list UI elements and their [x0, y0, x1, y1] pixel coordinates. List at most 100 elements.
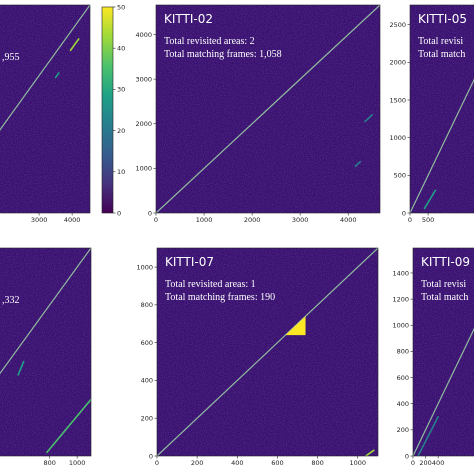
- revisit-mark-0: [364, 114, 374, 123]
- y-tick-label: 1000: [135, 165, 152, 173]
- heatmap-noise: [0, 248, 91, 456]
- x-tick-label: 3000: [292, 216, 309, 224]
- y-tick-label: 400: [397, 400, 409, 408]
- y-tick-label: 3000: [135, 75, 152, 83]
- self-match-diagonal: [410, 78, 474, 213]
- x-tick-label: 400: [432, 459, 444, 467]
- panel-title: KITTI-07: [165, 255, 214, 269]
- axes-frame: [409, 4, 474, 214]
- x-tick-label: 0: [408, 216, 412, 224]
- revisit-mark-1: [17, 360, 25, 376]
- x-tick-label: 1000: [196, 216, 213, 224]
- colorbar-tick-label: 30: [117, 86, 125, 94]
- x-tick-label: 0: [154, 216, 158, 224]
- y-tick-label: 200: [141, 415, 153, 423]
- x-tick-label: 500: [422, 216, 434, 224]
- panel-annotation-1: Total matching frames: 1,058: [164, 49, 282, 60]
- x-tick-label: 4000: [340, 216, 357, 224]
- revisit-mark-0: [46, 398, 91, 454]
- revisit-mark-0: [285, 316, 306, 336]
- colorbar-tick-label: 10: [117, 168, 125, 176]
- axes-frame: [0, 247, 92, 457]
- y-tick-label: 0: [149, 452, 153, 460]
- x-tick-label: 800: [44, 459, 56, 467]
- self-match-diagonal: [413, 327, 474, 456]
- x-tick-label: 200: [419, 459, 431, 467]
- panel-title: KITTI-05: [418, 12, 467, 26]
- panel-annotation-1: Total match: [418, 49, 465, 60]
- axes-frame: [412, 247, 474, 457]
- y-tick-label: 0: [148, 209, 152, 217]
- x-tick-label: 2000: [244, 216, 261, 224]
- panel-annotation-0: ,332: [2, 295, 20, 306]
- y-tick-label: 800: [141, 301, 153, 309]
- axes-frame: [0, 4, 91, 214]
- y-tick-label: 400: [141, 377, 153, 385]
- x-tick-label: 400: [231, 459, 243, 467]
- colorbar-gradient: [102, 7, 113, 213]
- y-tick-label: 1000: [389, 134, 406, 142]
- revisit-mark-1: [69, 38, 80, 52]
- self-match-diagonal: [157, 248, 378, 456]
- panel-title: KITTI-09: [421, 255, 470, 269]
- heatmap-noise: [410, 5, 474, 213]
- colorbar-tick-label: 50: [117, 3, 125, 11]
- heatmap-noise: [0, 5, 90, 213]
- y-tick-label: 600: [397, 374, 409, 382]
- y-tick-label: 600: [141, 339, 153, 347]
- revisit-mark-0: [423, 189, 437, 210]
- self-match-diagonal: [0, 5, 90, 131]
- y-tick-label: 0: [405, 452, 409, 460]
- x-tick-label: 0: [155, 459, 159, 467]
- colorbar-tick-label: 0: [117, 209, 121, 217]
- heatmap-panel-kitti-00: ,955 3000 4000: [0, 4, 91, 224]
- heatmap-panel-kitti-07: KITTI-07 Total revisited areas: 1 Total ma…: [136, 247, 379, 467]
- panel-annotation-1: Total match: [421, 292, 468, 303]
- axes-frame: [156, 247, 379, 457]
- revisit-mark-0: [54, 72, 60, 79]
- y-tick-label: 2000: [135, 120, 152, 128]
- y-tick-label: 2500: [389, 21, 406, 29]
- revisit-mark-1: [364, 449, 375, 456]
- panel-annotation-1: Total matching frames: 190: [165, 292, 275, 303]
- x-tick-label: 600: [271, 459, 283, 467]
- y-tick-label: 200: [397, 426, 409, 434]
- colorbar: 0 10 20 30 40 50: [101, 3, 125, 217]
- panel-annotation-0: Total revisited areas: 2: [164, 36, 255, 47]
- x-tick-label: 1000: [349, 459, 366, 467]
- panel-annotation-0: Total revisi: [418, 36, 463, 47]
- panel-annotation-0: Total revisited areas: 1: [165, 279, 256, 290]
- x-tick-label: 0: [411, 459, 415, 467]
- heatmap-panel-kitti-05: KITTI-05 Total revisi Total match 0 500 0 500 1…: [389, 4, 474, 224]
- revisit-mark-0: [417, 415, 439, 456]
- x-tick-label: 3000: [31, 216, 48, 224]
- colorbar-tick-label: 20: [117, 127, 125, 135]
- y-tick-label: 800: [397, 348, 409, 356]
- axes-frame: [155, 4, 381, 214]
- panel-annotation-0: Total revisi: [421, 279, 466, 290]
- x-tick-label: 4000: [64, 216, 81, 224]
- revisit-mark-1: [354, 160, 362, 167]
- heatmap-noise: [413, 248, 474, 456]
- x-tick-label: 800: [311, 459, 323, 467]
- y-tick-label: 2000: [389, 59, 406, 67]
- y-tick-label: 1500: [389, 96, 406, 104]
- y-tick-label: 500: [394, 172, 406, 180]
- colorbar-tick-label: 40: [117, 45, 125, 53]
- panel-title: KITTI-02: [164, 12, 213, 26]
- colorbar-frame: [101, 6, 114, 214]
- y-tick-label: 1000: [136, 263, 153, 271]
- panel-annotation-0: ,955: [2, 52, 20, 63]
- x-tick-label: 200: [191, 459, 203, 467]
- y-tick-label: 4000: [135, 31, 152, 39]
- self-match-diagonal: [0, 248, 91, 375]
- y-tick-label: 1400: [392, 269, 409, 277]
- y-tick-label: 1000: [392, 322, 409, 330]
- heatmap-panel-kitti-06: ,332 800 1000: [0, 247, 92, 467]
- y-tick-label: 0: [402, 209, 406, 217]
- heatmap-panel-kitti-02: KITTI-02 Total revisited areas: 2 Total ma…: [135, 4, 381, 224]
- self-match-diagonal: [156, 5, 380, 213]
- y-tick-label: 1200: [392, 295, 409, 303]
